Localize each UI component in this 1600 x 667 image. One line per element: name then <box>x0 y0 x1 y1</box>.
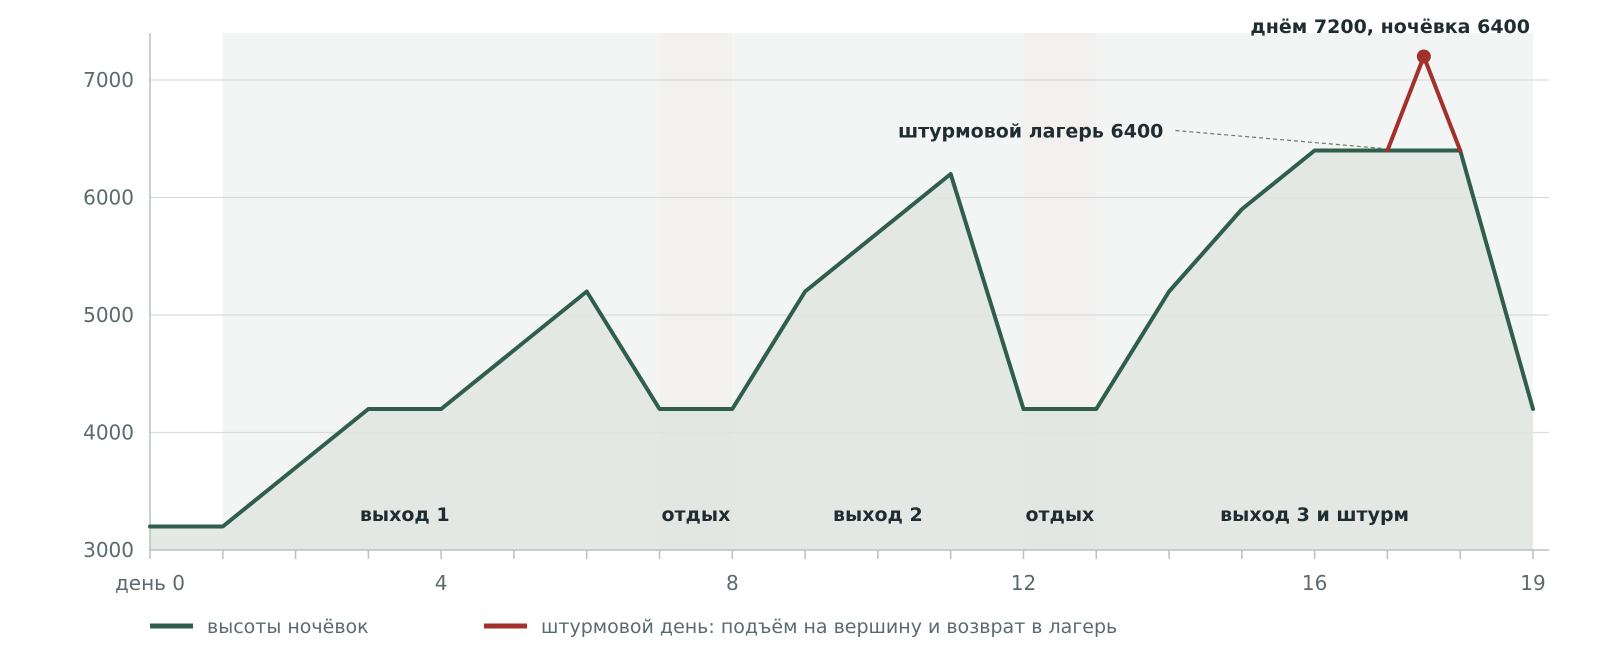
y-tick-label-1: 4000 <box>83 421 134 445</box>
x-tick-label-0: день 0 <box>115 571 185 595</box>
x-tick-label-2: 8 <box>726 571 739 595</box>
phase-label-1: отдых <box>661 504 730 526</box>
series-line-camp-elevations <box>148 148 1535 529</box>
x-tick-label-5: 19 <box>1520 571 1545 595</box>
phase-label-2: выход 2 <box>833 504 923 526</box>
summit-point <box>1416 49 1431 64</box>
phase-labels: выход 1 отдых выход 2 отдых выход 3 и штурм <box>360 504 1409 526</box>
x-tick-label-3: 12 <box>1011 571 1036 595</box>
x-axis-ticks: день 0 4 8 12 16 19 <box>115 550 1546 595</box>
legend-label-camp-elevations: высоты ночёвок <box>207 616 369 638</box>
legend-label-summit-day: штурмовой день: подъём на вершину и возв… <box>541 616 1117 638</box>
y-tick-label-3: 6000 <box>83 186 134 210</box>
annotation-summit: днём 7200, ночёвка 6400 <box>1250 16 1530 38</box>
phase-label-3: отдых <box>1025 504 1094 526</box>
phase-label-4: выход 3 и штурм <box>1220 504 1409 526</box>
x-tick-label-4: 16 <box>1302 571 1327 595</box>
annotation-assault-camp: штурмовой лагерь 6400 <box>898 121 1163 143</box>
camp-elevation-area <box>150 150 1533 550</box>
legend: высоты ночёвок штурмовой день: подъём на… <box>150 616 1117 638</box>
y-axis-ticks: 3000 4000 5000 6000 7000 <box>83 68 134 562</box>
y-tick-label-4: 7000 <box>83 68 134 92</box>
y-tick-label-0: 3000 <box>83 538 134 562</box>
y-tick-label-2: 5000 <box>83 303 134 327</box>
x-tick-label-1: 4 <box>435 571 448 595</box>
axes <box>149 33 1549 551</box>
phase-label-0: выход 1 <box>360 504 450 526</box>
